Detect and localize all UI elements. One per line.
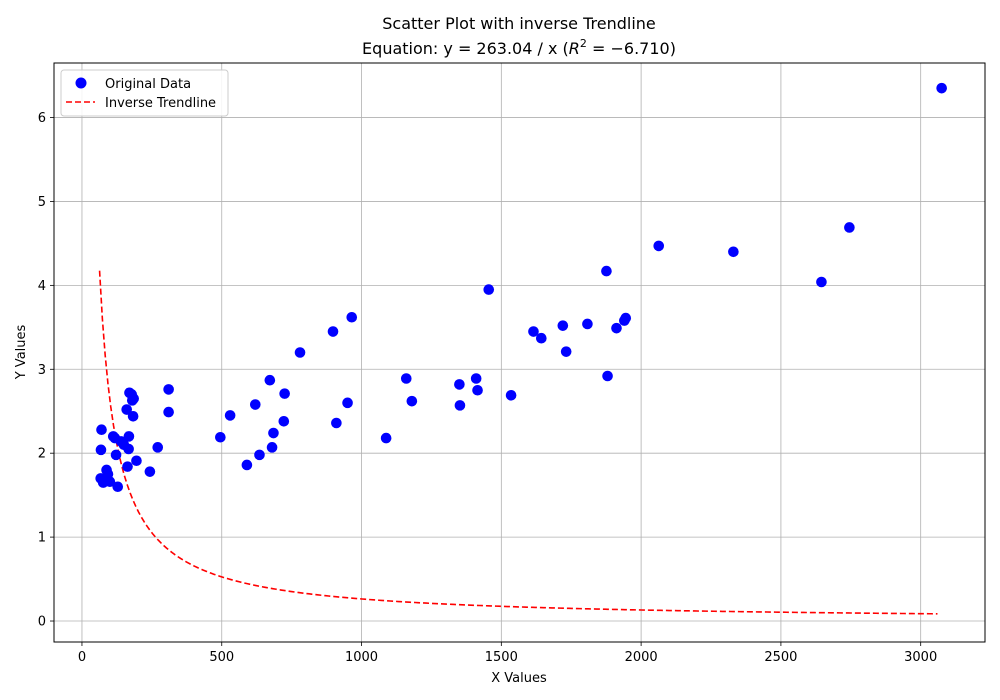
data-point (528, 326, 539, 337)
data-point (601, 265, 612, 277)
y-tick-label: 5 (38, 195, 46, 210)
data-point (342, 397, 353, 409)
data-point (112, 481, 124, 493)
data-point (95, 444, 107, 456)
data-point (163, 384, 174, 395)
data-point (844, 222, 855, 233)
trendline-layer (98, 270, 938, 615)
data-point (454, 400, 466, 411)
x-tick-label: 500 (209, 650, 234, 665)
x-axis-label: X Values (491, 671, 547, 686)
y-tick-label: 4 (38, 279, 46, 294)
data-point (611, 322, 622, 334)
data-point (400, 373, 412, 384)
data-point (536, 332, 547, 344)
legend-label-original-data: Original Data (105, 77, 191, 92)
y-axis-label: Y Values (14, 325, 29, 381)
data-point (122, 461, 133, 472)
subtitle-prefix: Equation: y = 263.04 / x ( (362, 39, 569, 58)
grid (54, 63, 985, 642)
data-point (327, 326, 339, 337)
legend-marker-circle (75, 77, 87, 89)
data-point (268, 427, 279, 439)
data-point (936, 82, 947, 94)
data-point (104, 476, 116, 488)
x-tick-label: 2500 (764, 650, 797, 665)
data-point (241, 459, 253, 471)
data-point (653, 240, 665, 252)
y-tick-label: 3 (38, 363, 46, 378)
x-tick-label: 1000 (345, 650, 378, 665)
data-point (254, 449, 265, 461)
data-point (406, 395, 418, 407)
data-point (250, 399, 261, 410)
data-point (279, 388, 290, 399)
data-point (123, 443, 134, 455)
data-point (557, 320, 569, 331)
data-point (620, 312, 632, 324)
data-point (294, 347, 306, 358)
y-tick-label: 1 (38, 531, 46, 546)
data-point (380, 432, 392, 444)
data-point (96, 424, 107, 436)
data-point (816, 276, 827, 288)
data-point (152, 442, 164, 453)
y-axis-ticks: 0 1 2 3 4 5 6 (38, 111, 54, 630)
data-point (266, 442, 278, 453)
data-point (560, 346, 572, 357)
data-point (127, 410, 139, 422)
plot-frame (53, 62, 986, 643)
data-point (728, 246, 739, 258)
subtitle-r2-symbol: R (569, 39, 580, 58)
y-tick-label: 2 (38, 447, 46, 462)
chart-title: Scatter Plot with inverse Trendline (382, 14, 656, 33)
data-point (123, 431, 135, 442)
data-point (454, 379, 465, 390)
legend-box (60, 69, 229, 117)
subtitle-suffix: = −6.710) (587, 39, 676, 58)
data-point (602, 370, 613, 382)
x-axis-ticks: 0 500 1000 1500 2000 2500 3000 (78, 642, 937, 665)
chart-subtitle: Equation: y = 263.04 / x (R2 = −6.710) (362, 37, 676, 58)
x-tick-label: 0 (78, 650, 86, 665)
y-tick-label: 6 (38, 111, 46, 126)
data-point (110, 449, 122, 461)
inverse-trendline (98, 270, 938, 615)
data-point (128, 393, 139, 404)
subtitle-r2-exponent: 2 (580, 37, 587, 50)
data-point (264, 374, 276, 386)
data-point (278, 416, 290, 427)
data-point (131, 455, 142, 467)
legend: Original Data Inverse Trendline (60, 69, 229, 117)
data-point (472, 384, 483, 396)
data-point (470, 373, 482, 384)
data-point (144, 466, 156, 477)
x-tick-label: 3000 (904, 650, 937, 665)
data-point (582, 318, 593, 330)
data-point (483, 284, 495, 295)
data-point (163, 406, 174, 418)
data-point (505, 390, 517, 401)
data-point (346, 311, 358, 323)
legend-label-inverse-trendline: Inverse Trendline (105, 96, 216, 111)
points-layer (95, 82, 947, 493)
x-tick-label: 1500 (485, 650, 518, 665)
data-point (215, 431, 226, 443)
x-tick-label: 2000 (625, 650, 658, 665)
data-point (224, 410, 236, 421)
data-point (331, 417, 342, 429)
data-point (121, 404, 132, 415)
y-tick-label: 0 (38, 615, 46, 630)
